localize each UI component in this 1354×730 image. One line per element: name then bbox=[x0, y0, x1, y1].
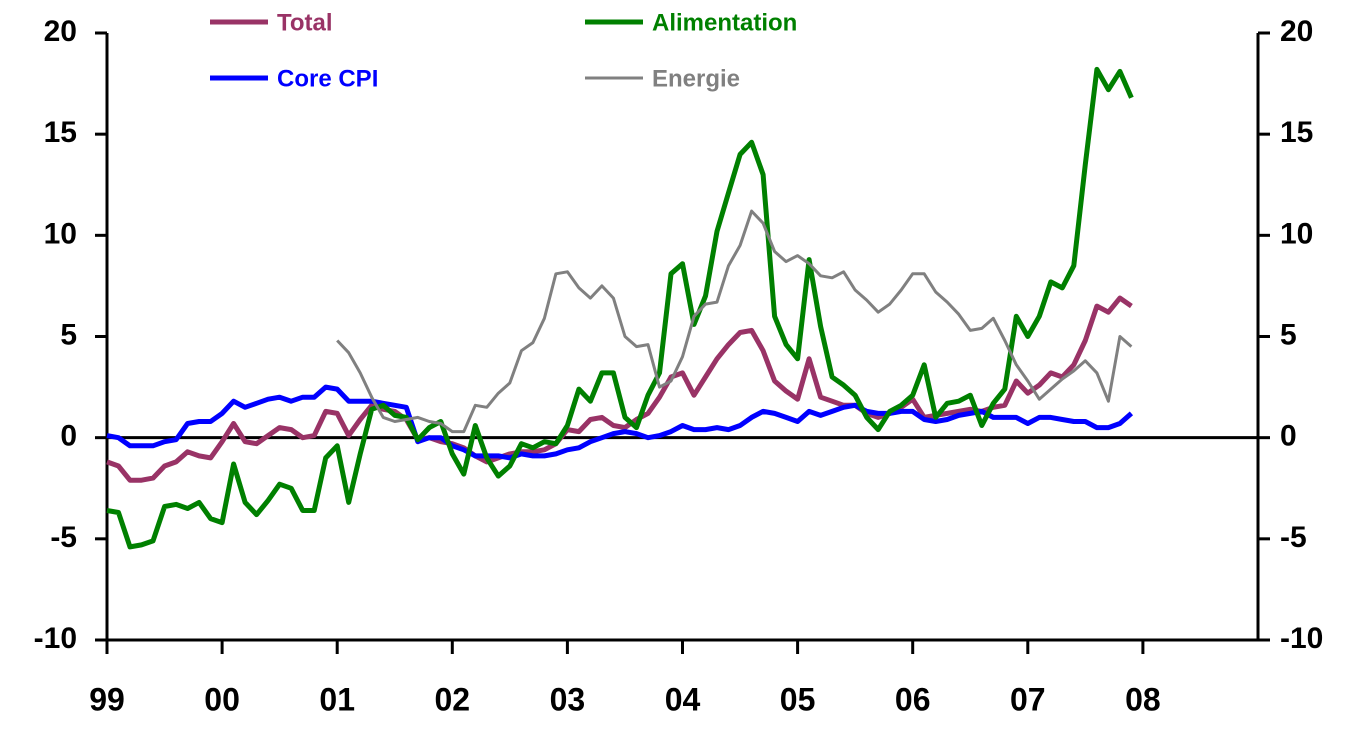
y2-tick-label: -10 bbox=[1280, 622, 1323, 655]
y-tick-label: 0 bbox=[60, 420, 77, 453]
x-tick-label: 08 bbox=[1125, 681, 1161, 717]
legend-label: Total bbox=[277, 9, 333, 36]
line-series bbox=[106, 295, 1133, 483]
y2-tick-label: 15 bbox=[1280, 116, 1313, 149]
y-tick-label: 15 bbox=[44, 116, 77, 149]
line-series bbox=[336, 209, 1133, 434]
x-tick-label: 00 bbox=[204, 681, 240, 717]
line-series bbox=[106, 66, 1134, 550]
x-tick-label: 02 bbox=[435, 681, 471, 717]
x-tick-label: 05 bbox=[780, 681, 816, 717]
legend-label: Energie bbox=[652, 65, 740, 92]
y-tick-label: -10 bbox=[34, 622, 77, 655]
y2-tick-label: 5 bbox=[1280, 318, 1297, 351]
y-tick-label: 5 bbox=[60, 318, 77, 351]
x-tick-label: 03 bbox=[550, 681, 586, 717]
x-tick-label: 01 bbox=[319, 681, 355, 717]
x-tick-label: 04 bbox=[665, 681, 701, 717]
y-tick-label: 10 bbox=[44, 217, 77, 250]
y-tick-label: -5 bbox=[50, 521, 77, 554]
y2-tick-label: 10 bbox=[1280, 217, 1313, 250]
x-tick-label: 07 bbox=[1010, 681, 1046, 717]
y2-tick-label: 0 bbox=[1280, 420, 1297, 453]
line-series bbox=[106, 384, 1134, 461]
y-tick-label: 20 bbox=[44, 15, 77, 48]
y2-tick-label: 20 bbox=[1280, 15, 1313, 48]
x-tick-label: 99 bbox=[89, 681, 125, 717]
legend-label: Core CPI bbox=[277, 65, 378, 92]
legend-label: Alimentation bbox=[652, 9, 797, 36]
x-tick-label: 06 bbox=[895, 681, 931, 717]
y2-tick-label: -5 bbox=[1280, 521, 1307, 554]
